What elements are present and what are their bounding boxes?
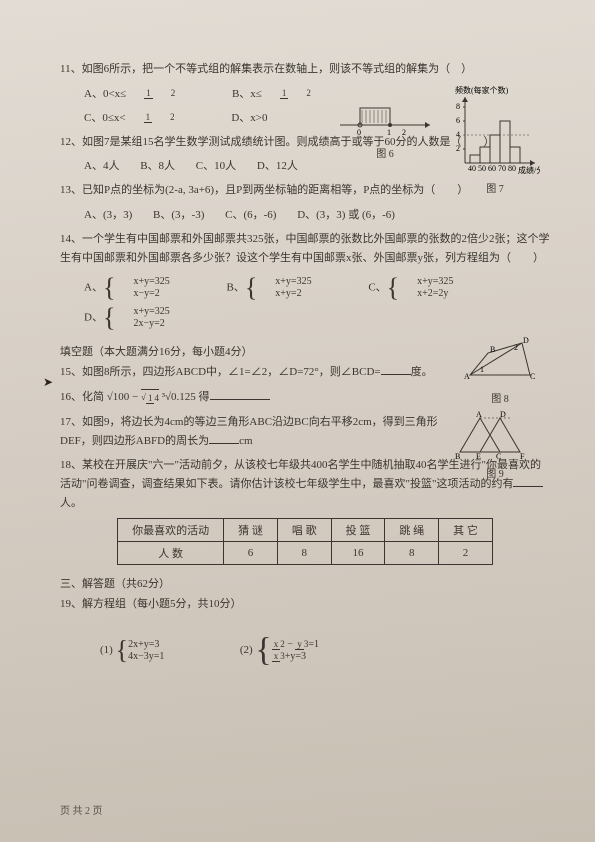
question-14: 14、一个学生有中国邮票和外国邮票共325张，中国邮票的张数比外国邮票的张数的2… xyxy=(60,230,550,267)
td: 16 xyxy=(331,542,385,565)
q13-text: 13、已知P点的坐标为(2-a, 3a+6)，且P到两坐标轴的距离相等，P点的坐… xyxy=(60,184,468,196)
svg-text:80: 80 xyxy=(508,164,516,173)
q13-optC: C、(6，-6) xyxy=(225,206,276,222)
svg-text:40: 40 xyxy=(468,164,476,173)
svg-text:C: C xyxy=(496,452,501,460)
q14-optB: B、{x+y=325x+y=2 xyxy=(226,273,347,303)
q16-sqrt: √14 xyxy=(141,389,159,405)
q16-text: 16、化简 √100 − xyxy=(60,391,138,403)
q14-text: 14、一个学生有中国邮票和外国邮票共325张，中国邮票的张数比外国邮票的张数的2… xyxy=(60,233,550,264)
svg-text:8: 8 xyxy=(456,102,460,111)
figure-7: 频数(每家个数) 8 6 4 2 40 50 60 70 80 成绩/分 xyxy=(450,85,540,185)
svg-text:50: 50 xyxy=(478,164,486,173)
table-row: 你最喜欢的活动 猜 谜 唱 歌 投 篮 跳 绳 其 它 xyxy=(118,519,493,542)
svg-text:B: B xyxy=(455,452,460,460)
th: 猜 谜 xyxy=(224,519,278,542)
figure-6: 0 1 2 图 6 xyxy=(335,100,435,135)
q19-sys2: (2) { x2 − y3=1 x3+y=3 xyxy=(240,644,319,656)
svg-text:2: 2 xyxy=(402,128,406,137)
th: 跳 绳 xyxy=(385,519,439,542)
q12-optA: A、4人 xyxy=(84,157,119,173)
q15-text: 15、如图8所示，四边形ABCD中，∠1=∠2，∠D=72°，则∠BCD= xyxy=(60,366,381,378)
svg-text:A: A xyxy=(464,372,470,381)
td: 8 xyxy=(385,542,439,565)
q17-blank xyxy=(209,443,239,444)
q16-blank xyxy=(210,399,270,400)
svg-text:4: 4 xyxy=(456,130,460,139)
q19-text: 19、解方程组（每小题5分，共10分） xyxy=(60,598,242,610)
q11-optA: A、0<x≤12 xyxy=(84,85,211,101)
q19-sys1: (1) {2x+y=34x−3y=1 xyxy=(100,644,167,656)
question-19: 19、解方程组（每小题5分，共10分） xyxy=(60,595,550,614)
td: 6 xyxy=(224,542,278,565)
q18-suffix: 人。 xyxy=(60,497,82,509)
svg-text:D: D xyxy=(523,336,529,345)
q13-optB: B、(3，-3) xyxy=(153,206,204,222)
q11-optD: D、x>0 xyxy=(231,109,267,125)
margin-arrow-icon: ➤ xyxy=(43,375,53,390)
q13-options: A、(3，3) B、(3，-3) C、(6，-6) D、(3，3) 或 (6，-… xyxy=(84,206,550,222)
svg-text:A: A xyxy=(476,410,482,419)
svg-text:D: D xyxy=(500,410,506,419)
q14-options: A、{x+y=325x−y=2 B、{x+y=325x+y=2 C、{x+y=3… xyxy=(84,273,550,333)
number-line-svg: 0 1 2 xyxy=(335,100,435,140)
q14-optA: A、{x+y=325x−y=2 xyxy=(84,273,206,303)
q11-text: 11、如图6所示，把一个不等式组的解集表示在数轴上，则该不等式组的解集为（ ） xyxy=(60,63,472,75)
q19-systems: (1) {2x+y=34x−3y=1 (2) { x2 − y3=1 x3+y=… xyxy=(100,632,550,670)
histogram-svg: 频数(每家个数) 8 6 4 2 40 50 60 70 80 成绩/分 xyxy=(450,85,540,175)
tri-svg: A D B E C F xyxy=(450,410,540,460)
svg-text:70: 70 xyxy=(498,164,506,173)
q12-optD: D、12人 xyxy=(257,157,298,173)
q14-optC: C、{x+y=325x+2=2y xyxy=(368,273,489,303)
q13-optD: D、(3，3) 或 (6，-6) xyxy=(297,206,395,222)
q16-mid: ³√0.125 得 xyxy=(162,391,210,403)
th: 唱 歌 xyxy=(277,519,331,542)
td: 2 xyxy=(439,542,493,565)
q13-optA: A、(3，3) xyxy=(84,206,132,222)
section-3-title: 三、解答题（共62分） xyxy=(60,575,550,591)
fig9-label: 图 9 xyxy=(450,465,540,480)
q12-optB: B、8人 xyxy=(140,157,175,173)
svg-text:1: 1 xyxy=(480,365,484,374)
q17-suffix: cm xyxy=(239,435,252,447)
svg-text:频数(每家个数): 频数(每家个数) xyxy=(455,85,509,95)
svg-text:2: 2 xyxy=(456,144,460,153)
svg-text:F: F xyxy=(520,452,525,460)
svg-text:1: 1 xyxy=(387,128,391,137)
page-footer: 页 共 2 页 xyxy=(60,802,103,817)
svg-text:成绩/分: 成绩/分 xyxy=(518,165,540,175)
q14-optD: D、{x+y=3252x−y=2 xyxy=(84,303,206,333)
svg-text:0: 0 xyxy=(357,128,361,137)
fig6-label: 图 6 xyxy=(335,145,435,160)
question-17: 17、如图9，将边长为4cm的等边三角形ABC沿边BC向右平移2cm，得到三角形… xyxy=(60,413,440,450)
fig7-label: 图 7 xyxy=(450,180,540,195)
svg-text:60: 60 xyxy=(488,164,496,173)
q12-optC: C、10人 xyxy=(196,157,236,173)
td: 8 xyxy=(277,542,331,565)
td: 人 数 xyxy=(118,542,224,565)
quad-svg: A B C D 1 2 xyxy=(460,335,540,385)
fig8-label: 图 8 xyxy=(460,390,540,405)
q11-optC: C、0≤x<12 xyxy=(84,109,211,125)
th: 投 篮 xyxy=(331,519,385,542)
question-11: 11、如图6所示，把一个不等式组的解集表示在数轴上，则该不等式组的解集为（ ） xyxy=(60,60,550,79)
svg-text:6: 6 xyxy=(456,116,460,125)
q15-suffix: 度。 xyxy=(411,366,433,378)
th: 其 它 xyxy=(439,519,493,542)
svg-text:E: E xyxy=(476,452,481,460)
q18-blank xyxy=(513,486,543,487)
exam-page: 11、如图6所示，把一个不等式组的解集表示在数轴上，则该不等式组的解集为（ ） … xyxy=(0,0,595,842)
svg-text:C: C xyxy=(530,372,535,381)
q11-optB: B、x≤12 xyxy=(232,85,347,101)
activity-table: 你最喜欢的活动 猜 谜 唱 歌 投 篮 跳 绳 其 它 人 数 6 8 16 8… xyxy=(117,518,493,565)
figure-9: A D B E C F 图 9 xyxy=(450,410,540,465)
table-row: 人 数 6 8 16 8 2 xyxy=(118,542,493,565)
svg-text:B: B xyxy=(490,345,495,354)
svg-text:2: 2 xyxy=(514,343,518,352)
th: 你最喜欢的活动 xyxy=(118,519,224,542)
q15-blank xyxy=(381,374,411,375)
figure-8: A B C D 1 2 图 8 xyxy=(460,335,540,390)
